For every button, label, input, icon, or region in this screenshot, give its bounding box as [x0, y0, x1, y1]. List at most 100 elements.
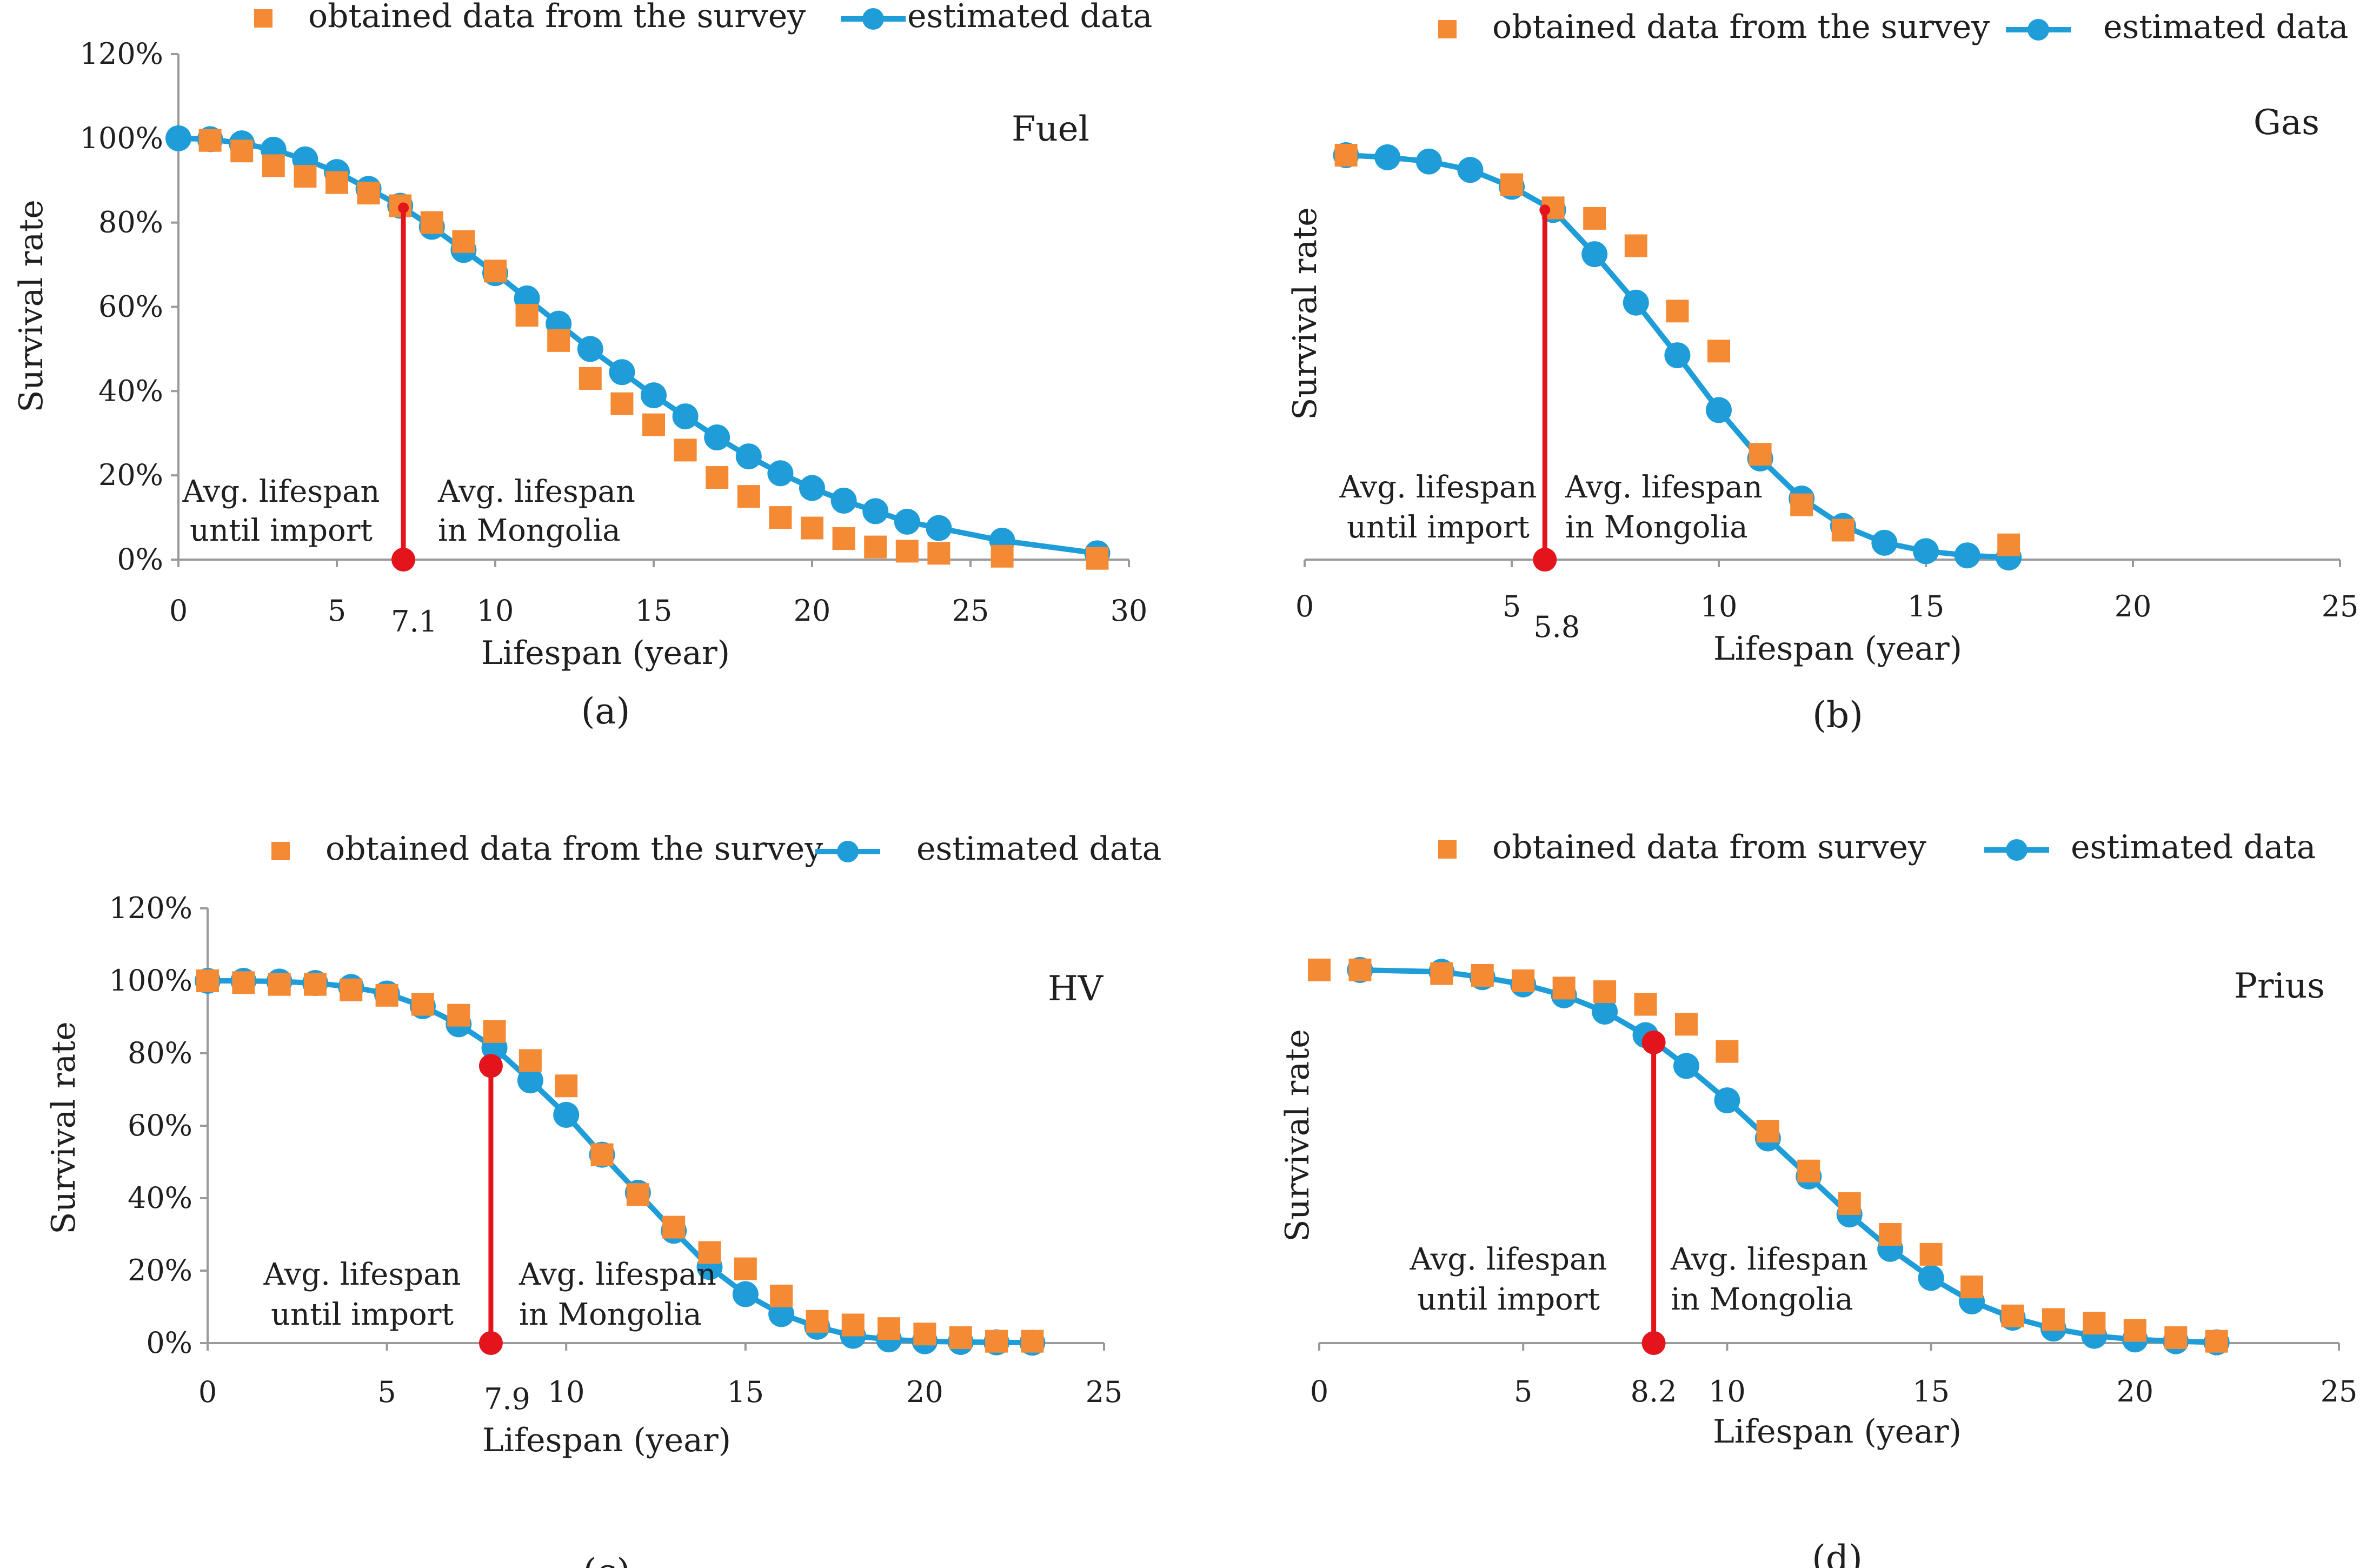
survey-point: [832, 527, 855, 550]
survey-point: [268, 973, 291, 996]
y-tick-label: 120%: [80, 37, 163, 71]
survey-point: [340, 978, 363, 1001]
survey-point: [610, 392, 634, 415]
anno-until-import-line2: until import: [1347, 510, 1530, 545]
panel-name: Prius: [2234, 966, 2325, 1006]
anno-until-import-line1: Avg. lifespan: [182, 474, 380, 509]
survey-point: [420, 211, 443, 234]
panel-label: (b): [1812, 694, 1863, 736]
estimated-point: [1714, 1087, 1740, 1114]
x-tick-label: 15: [1912, 1374, 1950, 1408]
legend: obtained data from the survey estimated d…: [1438, 8, 2348, 46]
survey-point: [1879, 1223, 1902, 1246]
x-axis-title: Lifespan (year): [481, 634, 730, 672]
survey-point: [626, 1183, 649, 1206]
x-tick-label: 15: [635, 594, 673, 628]
anno-until-import-line2: until import: [1417, 1282, 1600, 1317]
panel-label: (d): [1812, 1538, 1863, 1568]
survey-point: [642, 413, 665, 436]
survey-point: [913, 1323, 936, 1346]
estimated-point: [735, 443, 762, 470]
estimated-point: [1415, 148, 1442, 175]
survey-point: [2001, 1304, 2024, 1327]
survey-point: [1756, 1120, 1779, 1143]
survey-point: [411, 993, 434, 1016]
y-tick-label: 40%: [128, 1181, 192, 1215]
survey-point: [1086, 547, 1109, 570]
anno-until-import-line1: Avg. lifespan: [263, 1257, 461, 1292]
x-tick-label: 20: [906, 1375, 943, 1409]
legend-survey-swatch: [1438, 840, 1457, 859]
estimated-point: [1374, 144, 1401, 170]
estimated-point: [1664, 342, 1691, 369]
x-tick-label: 25: [2322, 589, 2359, 623]
x-tick-label: 8.2: [1631, 1374, 1677, 1408]
estimated-point: [165, 125, 191, 151]
survey-point: [734, 1257, 757, 1280]
x-tick-label: 0: [169, 594, 188, 628]
survey-point: [262, 154, 285, 177]
estimated-point: [672, 403, 699, 430]
survey-point: [985, 1330, 1008, 1353]
x-tick-label: 30: [1111, 594, 1148, 628]
anno-until-import-line2: until import: [190, 513, 373, 548]
x-tick-label: 15: [1907, 589, 1945, 623]
x-tick-label: 20: [794, 594, 831, 628]
estimated-point: [517, 1067, 543, 1094]
estimated-point: [577, 336, 603, 362]
legend-survey-swatch: [1438, 20, 1457, 38]
survey-point: [1430, 962, 1453, 985]
x-tick-label: 20: [2115, 589, 2152, 623]
y-axis-title: Survival rate: [12, 200, 50, 413]
avg-lifespan-value: 7.1: [391, 604, 437, 639]
y-tick-label: 100%: [80, 121, 163, 155]
survey-point: [447, 1004, 470, 1027]
estimated-point: [894, 508, 920, 535]
legend-estimated-label: estimated data: [907, 0, 1152, 35]
y-tick-label: 0%: [117, 542, 163, 576]
survey-point: [232, 971, 255, 994]
legend: obtained data from the survey estimated d…: [271, 830, 1161, 868]
survey-point: [2083, 1312, 2106, 1335]
estimated-point: [1871, 529, 1898, 556]
x-tick-label: 5: [1503, 589, 1521, 623]
x-axis-title: Lifespan (year): [1713, 1413, 1962, 1451]
y-tick-label: 80%: [98, 205, 163, 240]
survey-point: [698, 1241, 721, 1264]
estimated-point: [1673, 1053, 1699, 1079]
estimated-point: [1581, 241, 1608, 268]
estimated-point: [732, 1281, 759, 1307]
survey-point: [1348, 958, 1372, 981]
legend-survey-label: obtained data from survey: [1492, 828, 1926, 866]
survey-point: [1500, 173, 1523, 196]
y-tick-label: 60%: [128, 1108, 192, 1142]
x-tick-label: 10: [477, 594, 514, 628]
avg-lifespan-value: 7.9: [484, 1382, 530, 1416]
panel-label: (c): [583, 1551, 630, 1568]
y-tick-label: 120%: [109, 891, 192, 925]
legend: obtained data from survey estimated data: [1438, 828, 2316, 866]
x-tick-label: 15: [727, 1375, 764, 1409]
y-tick-label: 100%: [109, 964, 192, 998]
anno-in-mongolia-line2: in Mongolia: [438, 513, 621, 548]
survey-point: [483, 1020, 506, 1043]
survey-point: [1512, 969, 1535, 992]
survey-point: [1583, 207, 1606, 230]
legend-survey-label: obtained data from the survey: [325, 830, 823, 868]
estimated-point: [553, 1101, 580, 1128]
survey-point: [1707, 340, 1730, 363]
x-tick-label: 0: [198, 1375, 217, 1409]
survey-point: [303, 973, 327, 996]
avg-lifespan-top-dot: [398, 202, 409, 214]
survey-point: [484, 260, 507, 283]
x-tick-label: 0: [1295, 589, 1314, 623]
survey-point: [1797, 1159, 1820, 1182]
estimated-point: [1457, 157, 1484, 183]
survey-point: [2205, 1330, 2228, 1353]
estimated-point: [799, 475, 825, 501]
survey-point: [1749, 443, 1772, 466]
survey-point: [927, 542, 950, 565]
estimated-point: [704, 424, 730, 451]
x-tick-label: 5: [377, 1375, 396, 1409]
anno-in-mongolia-line2: in Mongolia: [1671, 1282, 1853, 1317]
